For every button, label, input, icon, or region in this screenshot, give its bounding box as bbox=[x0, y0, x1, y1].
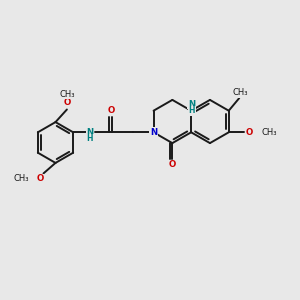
Text: H: H bbox=[188, 106, 195, 115]
Text: O: O bbox=[36, 174, 43, 183]
Text: N: N bbox=[150, 128, 157, 137]
Text: N: N bbox=[188, 100, 195, 109]
Text: CH₃: CH₃ bbox=[262, 128, 277, 137]
Text: H: H bbox=[87, 134, 93, 143]
Text: O: O bbox=[108, 106, 115, 115]
Text: O: O bbox=[245, 128, 253, 137]
Text: O: O bbox=[63, 98, 70, 107]
Text: CH₃: CH₃ bbox=[59, 90, 75, 99]
Text: O: O bbox=[169, 160, 176, 169]
Text: CH₃: CH₃ bbox=[233, 88, 248, 97]
Text: CH₃: CH₃ bbox=[14, 174, 29, 183]
Text: N: N bbox=[86, 128, 94, 137]
